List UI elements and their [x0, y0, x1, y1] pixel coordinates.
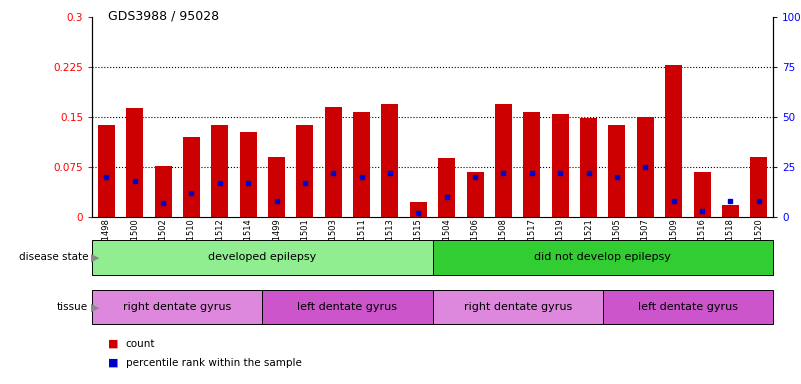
- Bar: [239, 132, 256, 217]
- Bar: [466, 172, 484, 217]
- Bar: [637, 117, 654, 217]
- Bar: [495, 104, 512, 217]
- Bar: [751, 157, 767, 217]
- Text: developed epilepsy: developed epilepsy: [208, 252, 316, 262]
- Bar: [523, 112, 541, 217]
- Bar: [211, 125, 228, 217]
- Text: right dentate gyrus: right dentate gyrus: [123, 302, 231, 312]
- Bar: [381, 104, 398, 217]
- Bar: [296, 125, 313, 217]
- Bar: [665, 65, 682, 217]
- Bar: [324, 107, 342, 217]
- Bar: [438, 158, 455, 217]
- Bar: [433, 290, 602, 324]
- Text: ■: ■: [108, 358, 119, 368]
- Bar: [609, 125, 626, 217]
- Bar: [694, 172, 710, 217]
- Bar: [98, 125, 115, 217]
- Bar: [722, 205, 739, 217]
- Bar: [268, 157, 285, 217]
- Bar: [410, 202, 427, 217]
- Text: did not develop epilepsy: did not develop epilepsy: [534, 252, 671, 262]
- Bar: [127, 108, 143, 217]
- Bar: [183, 137, 200, 217]
- Text: count: count: [126, 339, 155, 349]
- Bar: [433, 240, 773, 275]
- Text: left dentate gyrus: left dentate gyrus: [297, 302, 397, 312]
- Text: percentile rank within the sample: percentile rank within the sample: [126, 358, 302, 368]
- Bar: [92, 290, 263, 324]
- Text: GDS3988 / 95028: GDS3988 / 95028: [108, 10, 219, 23]
- Text: left dentate gyrus: left dentate gyrus: [638, 302, 738, 312]
- Bar: [92, 240, 433, 275]
- Text: ▶: ▶: [91, 252, 100, 262]
- Bar: [353, 112, 370, 217]
- Text: right dentate gyrus: right dentate gyrus: [464, 302, 572, 312]
- Bar: [580, 118, 597, 217]
- Bar: [603, 290, 773, 324]
- Text: ■: ■: [108, 339, 119, 349]
- Text: ▶: ▶: [91, 302, 100, 312]
- Bar: [552, 114, 569, 217]
- Text: disease state: disease state: [18, 252, 88, 262]
- Text: tissue: tissue: [57, 302, 88, 312]
- Bar: [155, 166, 171, 217]
- Bar: [263, 290, 433, 324]
